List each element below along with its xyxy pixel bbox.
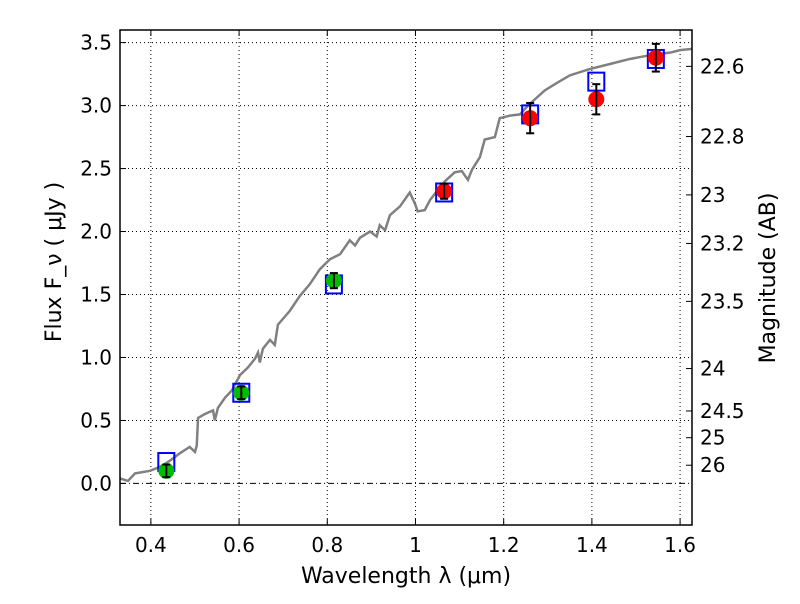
x-tick-label: 1 xyxy=(409,533,422,557)
right-tick-label: 24 xyxy=(700,357,725,381)
y-tick-label: 2.0 xyxy=(80,220,112,244)
y-tick-label: 2.5 xyxy=(80,157,112,181)
right-tick-label: 22.6 xyxy=(700,54,745,78)
y-tick-label: 3.0 xyxy=(80,94,112,118)
plot-marks xyxy=(119,42,693,483)
x-tick-label: 1.6 xyxy=(664,533,696,557)
right-tick-label: 22.8 xyxy=(700,125,745,149)
right-tick-label: 24.5 xyxy=(700,399,745,423)
y-tick-label: 1.5 xyxy=(80,283,112,307)
x-tick-label: 1.4 xyxy=(576,533,608,557)
right-tick-label: 23.5 xyxy=(700,289,745,313)
spectrum-line xyxy=(119,47,693,483)
right-tick-label: 23 xyxy=(700,183,725,207)
x-tick-label: 0.4 xyxy=(135,533,167,557)
right-tick-label: 26 xyxy=(700,453,725,477)
right-axis-label: Magnitude (AB) xyxy=(756,193,781,364)
x-tick-label: 1.2 xyxy=(488,533,520,557)
y-axis-label: Flux F_ν ( μJy ) xyxy=(42,182,67,342)
y-tick-label: 0.5 xyxy=(80,408,112,432)
ticks: 0.4 0.6 0.8 1 1.2 1.4 1.6 0.0 0.5 1.0 1.5 2.0 2.5 3.0… xyxy=(80,30,745,557)
x-axis-label: Wavelength λ (μm) xyxy=(301,564,511,589)
x-tick-label: 0.8 xyxy=(311,533,343,557)
y-tick-label: 3.5 xyxy=(80,31,112,55)
plot-frame xyxy=(119,29,693,526)
grid xyxy=(120,30,692,525)
right-tick-label: 25 xyxy=(700,426,725,450)
right-tick-label: 23.2 xyxy=(700,231,745,255)
y-tick-label: 0.0 xyxy=(80,471,112,495)
y-tick-label: 1.0 xyxy=(80,345,112,369)
x-tick-label: 0.6 xyxy=(223,533,255,557)
